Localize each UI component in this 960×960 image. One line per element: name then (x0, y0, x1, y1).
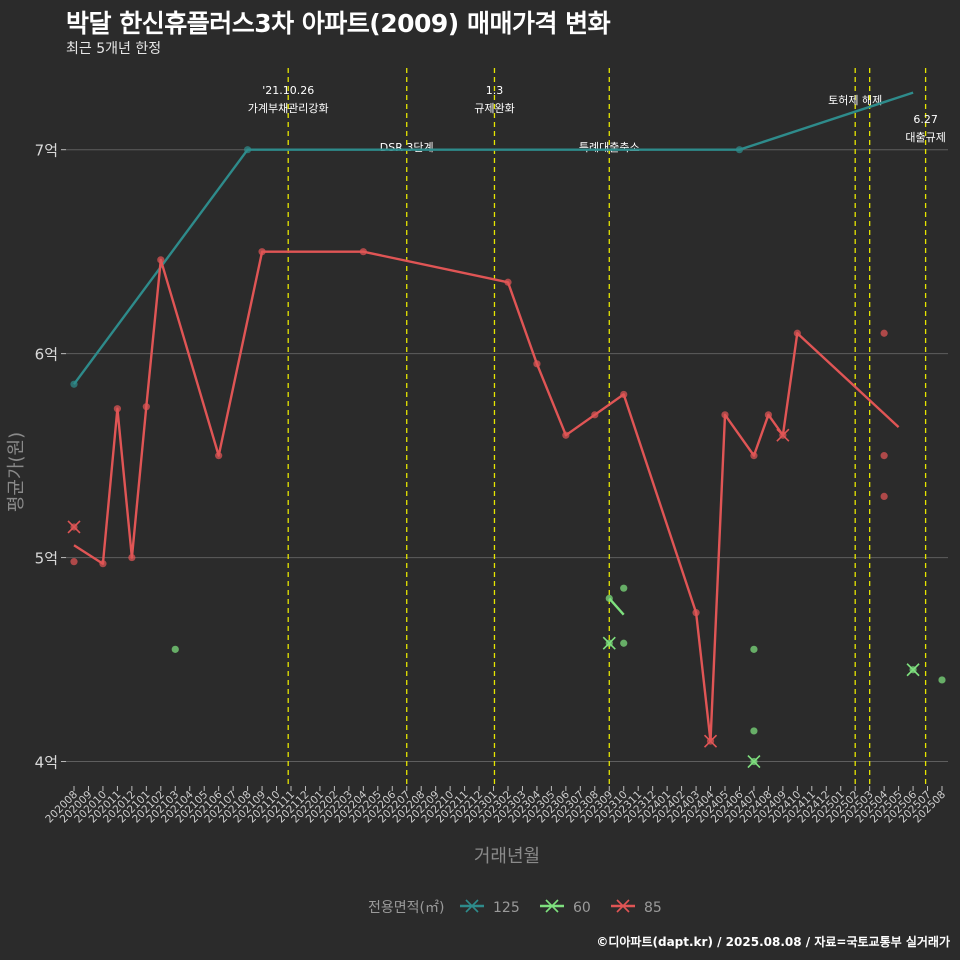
x-axis-title: 거래년월 (474, 846, 540, 867)
cross-point (67, 520, 81, 534)
data-point (880, 492, 888, 500)
legend-swatch-cross (545, 899, 559, 913)
legend-label: 85 (644, 900, 662, 916)
event-label: 대출규제 (905, 131, 945, 144)
chart-subtitle: 최근 5개년 한정 (66, 41, 162, 57)
legend-item-85: 85 (611, 899, 662, 916)
event-label: DSR 3단계 (380, 141, 434, 154)
cross-point (602, 636, 616, 650)
y-axis-title: 평균가(원) (6, 432, 27, 512)
cross-point (776, 428, 790, 442)
source-credit: ©디아파트(dapt.kr) / 2025.08.08 / 자료=국토교통부 실… (596, 935, 950, 949)
legend-label: 125 (493, 900, 520, 916)
y-tick-label: 6억 (35, 346, 58, 364)
legend-swatch-cross (616, 899, 630, 913)
event-label: 가계부채관리강화 (248, 102, 329, 115)
axes: 4억5억6억7억20200820200920201020201120201220… (6, 142, 948, 867)
series-line (73, 91, 914, 385)
grid-lines (66, 149, 948, 763)
data-point (880, 452, 888, 460)
y-tick-label: 7억 (35, 142, 58, 160)
legend-item-60: 60 (540, 899, 591, 916)
data-point (938, 676, 946, 684)
event-label: 1.3 (486, 84, 504, 97)
data-point (880, 329, 888, 337)
legend-item-125: 125 (460, 899, 520, 916)
cross-point (703, 734, 718, 748)
event-label: 토허제 해제 (828, 93, 882, 107)
series-line (73, 250, 900, 743)
data-point (750, 727, 758, 735)
y-tick-label: 4억 (35, 754, 58, 772)
data-point (171, 645, 179, 653)
legend-title: 전용면적(㎡) (368, 900, 444, 916)
series-line (608, 597, 625, 616)
data-point (620, 584, 628, 592)
event-label: 규제완화 (474, 102, 514, 115)
legend: 전용면적(㎡) 125 60 85 (368, 899, 662, 916)
legend-label: 60 (573, 900, 591, 916)
event-label: 특례대출축소 (579, 141, 640, 154)
cross-point (906, 663, 920, 677)
legend-swatch-cross (465, 899, 479, 913)
chart-title: 박달 한신휴플러스3차 아파트(2009) 매매가격 변화 (66, 9, 611, 38)
data-point (620, 639, 628, 647)
data-point (750, 645, 758, 653)
series-60 (171, 584, 946, 769)
series-125 (70, 91, 914, 388)
data-point (70, 558, 78, 566)
series-layer (67, 91, 946, 769)
event-label: '21.10.26 (262, 84, 314, 97)
y-tick-label: 5억 (35, 550, 58, 568)
cross-point (747, 754, 761, 769)
series-85 (67, 248, 900, 748)
event-label: 6.27 (913, 113, 938, 126)
